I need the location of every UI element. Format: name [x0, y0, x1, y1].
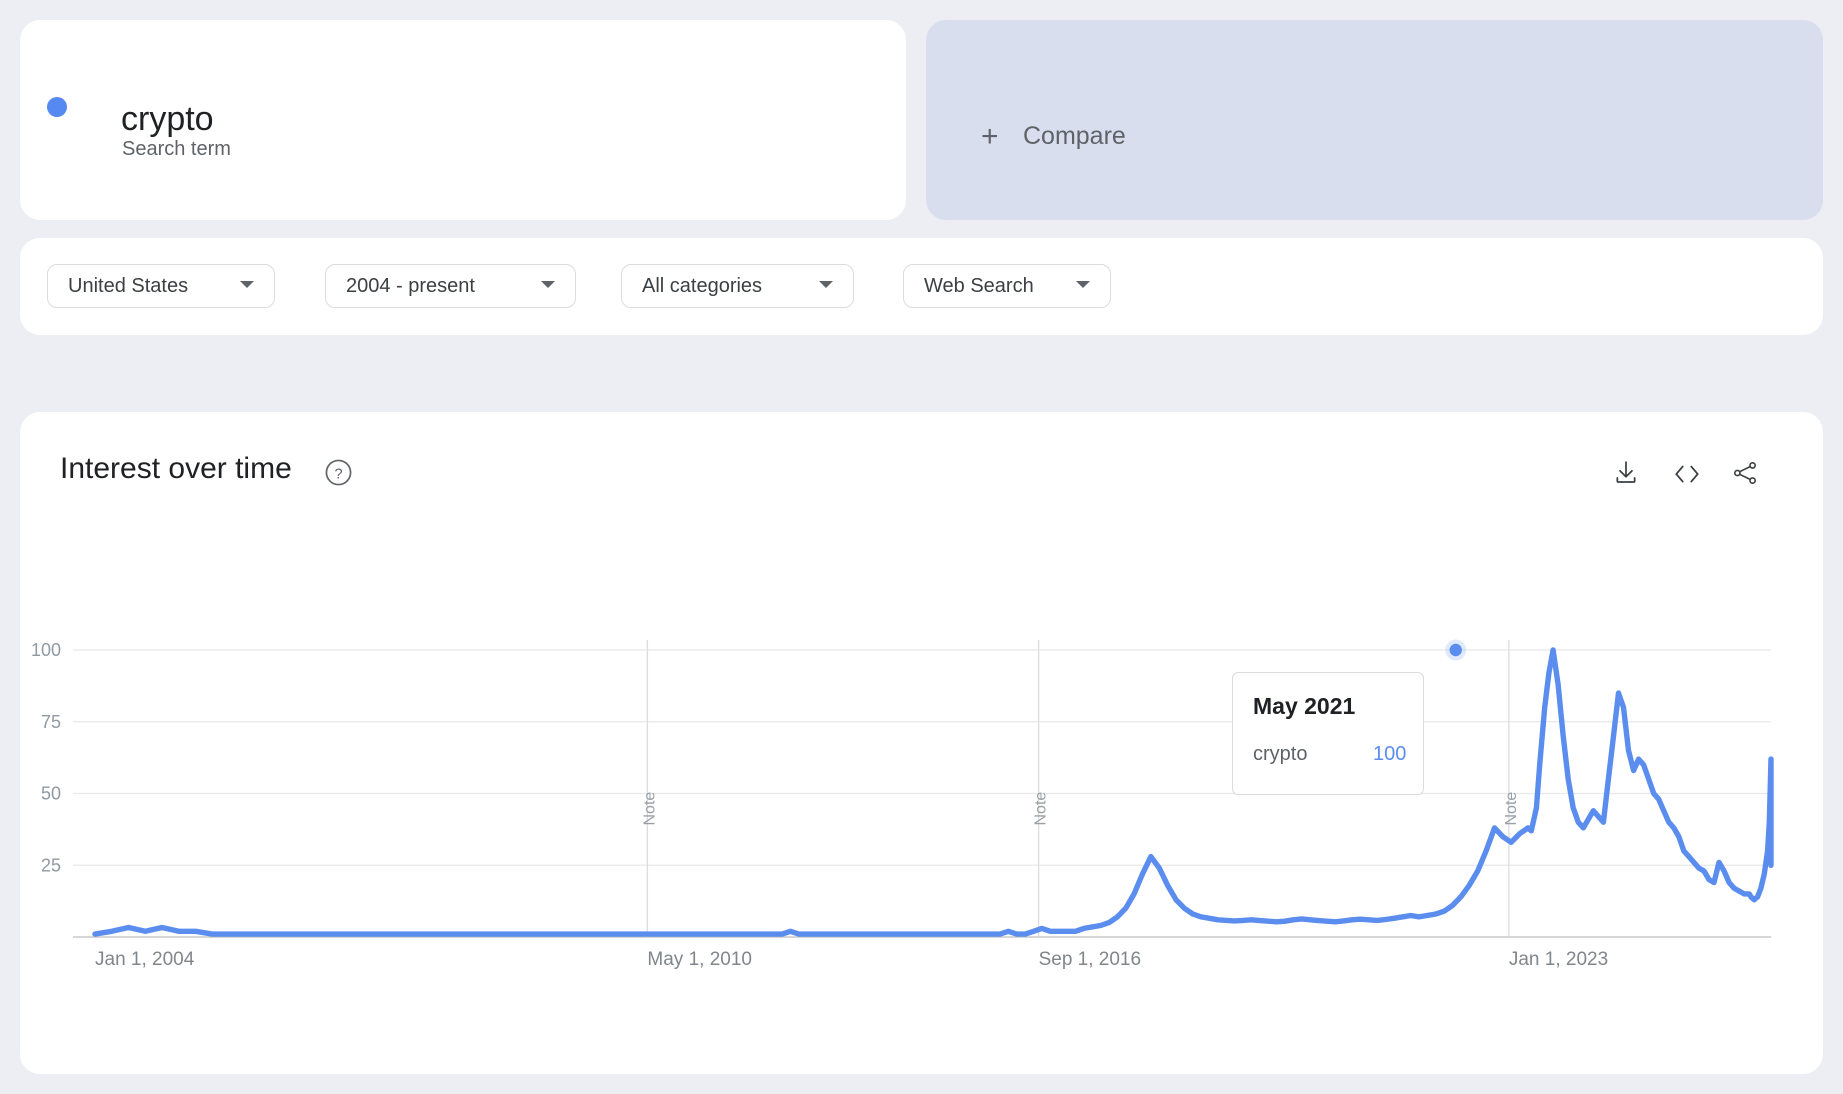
svg-text:25: 25 [41, 855, 61, 875]
svg-text:Note: Note [1033, 792, 1050, 826]
svg-text:Sep 1, 2016: Sep 1, 2016 [1039, 949, 1141, 970]
svg-text:75: 75 [41, 712, 61, 732]
svg-text:Note: Note [1503, 792, 1520, 826]
svg-text:50: 50 [41, 784, 61, 804]
svg-text:100: 100 [31, 640, 61, 660]
svg-text:May 1, 2010: May 1, 2010 [647, 949, 752, 970]
svg-text:Note: Note [641, 792, 658, 826]
svg-text:Jan 1, 2023: Jan 1, 2023 [1509, 949, 1608, 970]
svg-text:Jan 1, 2004: Jan 1, 2004 [95, 949, 195, 970]
